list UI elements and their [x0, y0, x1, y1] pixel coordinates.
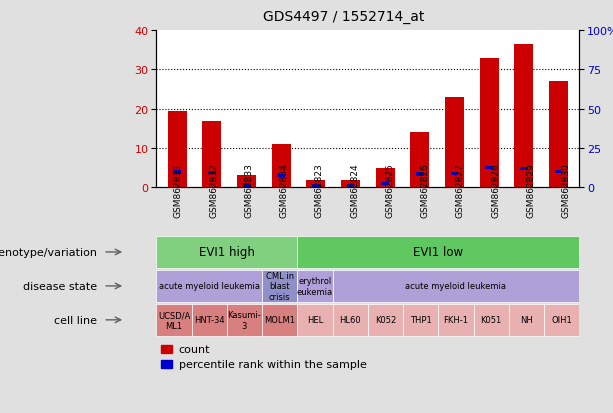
Text: GSM862829: GSM862829 — [527, 163, 535, 218]
Text: cell line: cell line — [54, 315, 97, 325]
Bar — [297, 237, 579, 268]
Text: CML in
blast
crisis: CML in blast crisis — [265, 271, 294, 301]
Bar — [347, 184, 354, 188]
Bar — [208, 172, 216, 175]
Bar — [161, 360, 172, 368]
Text: GSM862827: GSM862827 — [456, 163, 465, 218]
Bar — [509, 304, 544, 336]
Bar — [272, 145, 291, 188]
Bar — [262, 304, 297, 336]
Text: GSM862833: GSM862833 — [245, 163, 253, 218]
Bar — [333, 304, 368, 336]
Bar — [243, 184, 250, 187]
Text: HNT-34: HNT-34 — [194, 316, 224, 325]
Bar — [514, 45, 533, 188]
Bar — [368, 304, 403, 336]
Text: acute myeloid leukemia: acute myeloid leukemia — [159, 282, 260, 291]
Text: FKH-1: FKH-1 — [443, 316, 468, 325]
Bar — [520, 168, 528, 171]
Bar — [438, 304, 473, 336]
Bar — [227, 304, 262, 336]
Text: EVI1 low: EVI1 low — [413, 246, 463, 259]
Text: GSM862824: GSM862824 — [350, 163, 359, 218]
Text: GSM862823: GSM862823 — [315, 163, 324, 218]
Bar — [555, 171, 562, 174]
Bar — [485, 167, 493, 170]
Bar — [297, 270, 332, 302]
Bar — [451, 173, 459, 176]
Bar — [167, 112, 186, 188]
Text: GSM862831: GSM862831 — [174, 163, 183, 218]
Bar — [381, 183, 389, 186]
Bar — [306, 181, 326, 188]
Text: count: count — [178, 344, 210, 354]
Bar — [312, 185, 319, 188]
Text: HL60: HL60 — [340, 316, 361, 325]
Bar — [445, 97, 464, 188]
Bar — [544, 304, 579, 336]
Text: GSM862825: GSM862825 — [386, 163, 394, 218]
Text: K051: K051 — [481, 316, 502, 325]
Text: HEL: HEL — [306, 316, 323, 325]
Text: THP1: THP1 — [410, 316, 432, 325]
Text: OIH1: OIH1 — [551, 316, 572, 325]
Bar — [297, 304, 332, 336]
Bar — [403, 304, 438, 336]
Bar — [262, 270, 297, 302]
Text: UCSD/A
ML1: UCSD/A ML1 — [158, 311, 190, 330]
Bar — [333, 270, 579, 302]
Text: K052: K052 — [375, 316, 396, 325]
Text: GSM862826: GSM862826 — [421, 163, 430, 218]
Bar — [277, 175, 285, 178]
Text: EVI1 high: EVI1 high — [199, 246, 255, 259]
Text: GDS4497 / 1552714_at: GDS4497 / 1552714_at — [262, 10, 424, 24]
Text: disease state: disease state — [23, 281, 97, 291]
Bar — [173, 171, 181, 174]
Bar — [549, 82, 568, 188]
Bar — [202, 121, 221, 188]
Bar — [479, 58, 499, 188]
Bar — [156, 304, 191, 336]
Bar — [237, 176, 256, 188]
Text: erythrol
eukemia: erythrol eukemia — [297, 277, 333, 296]
Bar — [416, 173, 424, 176]
Text: MOLM1: MOLM1 — [264, 316, 295, 325]
Text: GSM862832: GSM862832 — [209, 163, 218, 218]
Text: NH: NH — [520, 316, 533, 325]
Bar — [376, 169, 395, 188]
Text: Kasumi-
3: Kasumi- 3 — [227, 311, 261, 330]
Text: GSM862828: GSM862828 — [491, 163, 500, 218]
Text: GSM862830: GSM862830 — [562, 163, 571, 218]
Text: percentile rank within the sample: percentile rank within the sample — [178, 359, 367, 369]
Bar — [473, 304, 509, 336]
Bar — [161, 345, 172, 354]
Text: acute myeloid leukemia: acute myeloid leukemia — [405, 282, 506, 291]
Bar — [410, 133, 429, 188]
Bar — [156, 237, 297, 268]
Bar — [341, 180, 360, 188]
Bar — [191, 304, 227, 336]
Bar — [156, 270, 262, 302]
Text: genotype/variation: genotype/variation — [0, 247, 97, 257]
Text: GSM862834: GSM862834 — [280, 163, 289, 218]
